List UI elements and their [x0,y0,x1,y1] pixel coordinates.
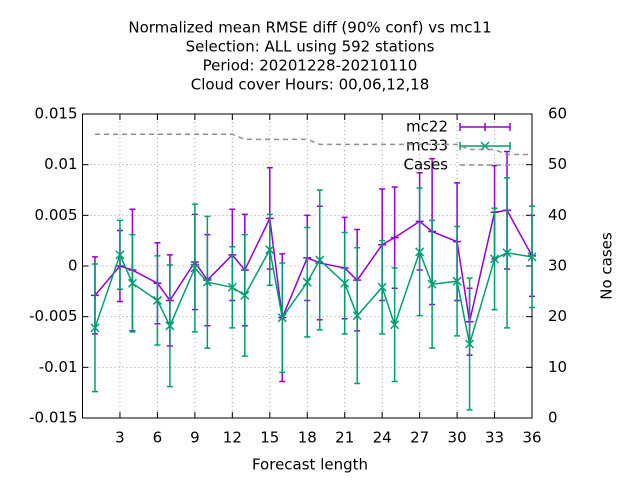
point [152,295,162,305]
point [452,276,462,286]
point [265,245,275,255]
y2-tick-label: 20 [548,307,567,325]
point [527,252,537,262]
y2-tick-label: 30 [548,257,567,275]
point [415,247,425,257]
y2-tick-label: 40 [548,206,567,224]
point [202,277,212,287]
chart-title: Period: 20201228-20210110 [203,57,418,75]
point [165,321,175,331]
series-line [94,247,533,345]
chart-title: Cloud cover Hours: 00,06,12,18 [191,76,430,94]
x-tick-label: 6 [153,429,163,447]
series-line [94,133,532,156]
series-line [94,209,533,322]
y-tick-label: -0.01 [39,358,78,376]
y2-axis-label: No cases [598,232,616,300]
x-tick-label: 21 [335,429,354,447]
point [90,323,100,333]
y-tick-label: 0.015 [35,105,78,123]
y2-tick-label: 0 [548,409,558,427]
chart-title: Selection: ALL using 592 stations [186,38,435,56]
x-tick-label: 9 [190,429,200,447]
point [352,311,362,321]
y-tick-label: 0 [68,257,78,275]
legend-swatch [459,142,511,150]
legend-swatch [480,141,490,151]
x-tick-label: 18 [298,429,317,447]
x-tick-label: 27 [410,429,429,447]
point [190,263,200,273]
point [302,277,312,287]
point [127,278,137,288]
point [465,339,475,349]
legend-swatch [459,123,511,131]
point [340,278,350,288]
y2-tick-label: 10 [548,358,567,376]
legend-label: mc33 [406,137,448,155]
chart-title: Normalized mean RMSE diff (90% conf) vs … [128,19,491,37]
point [377,282,387,292]
point [390,320,400,330]
y-tick-label: 0.01 [44,155,77,173]
y-tick-label: 0.005 [35,206,78,224]
y2-tick-label: 60 [548,105,567,123]
x-tick-label: 12 [223,429,242,447]
point [240,290,250,300]
x-tick-label: 36 [522,429,541,447]
x-tick-label: 15 [260,429,279,447]
point [390,233,399,242]
y-tick-label: -0.005 [29,307,77,325]
point [315,255,325,265]
point [115,250,125,260]
x-tick-label: 30 [448,429,467,447]
legend-label: Cases [403,156,448,174]
point [490,254,500,264]
x-axis-label: Forecast length [252,456,368,474]
x-tick-label: 24 [373,429,392,447]
y-tick-label: -0.015 [29,409,77,427]
point [427,279,437,289]
y2-tick-label: 50 [548,155,567,173]
point [227,282,237,292]
x-tick-label: 33 [485,429,504,447]
legend-label: mc22 [406,118,448,136]
point [502,248,512,258]
point [277,313,287,323]
x-tick-label: 3 [115,429,125,447]
